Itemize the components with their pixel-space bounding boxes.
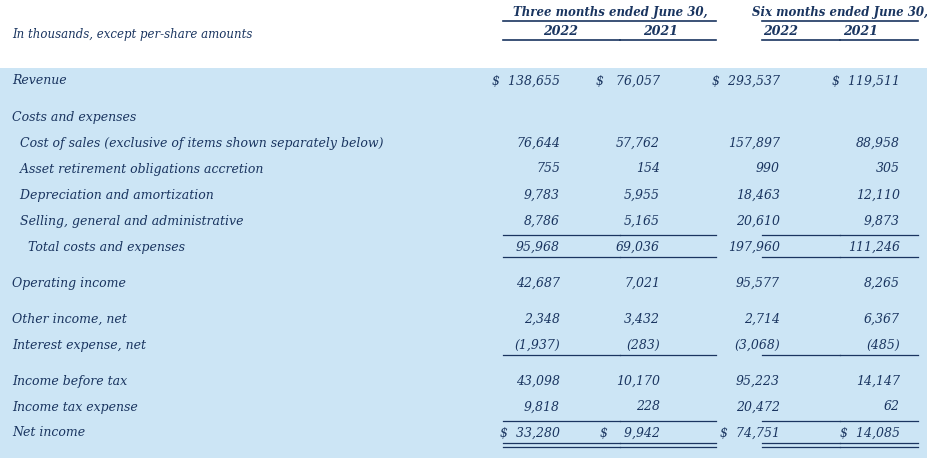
Text: 6,367: 6,367 [864,312,900,326]
Text: 62: 62 [884,400,900,414]
Text: Asset retirement obligations accretion: Asset retirement obligations accretion [12,163,263,175]
Text: 43,098: 43,098 [516,375,560,387]
Text: 7,021: 7,021 [624,277,660,289]
Text: 8,265: 8,265 [864,277,900,289]
Text: 157,897: 157,897 [728,136,780,149]
Text: 2,714: 2,714 [744,312,780,326]
Text: 9,783: 9,783 [524,189,560,202]
Text: Total costs and expenses: Total costs and expenses [12,240,185,253]
Bar [0,332,927,358]
Text: Costs and expenses: Costs and expenses [12,110,136,124]
Bar [0,306,927,332]
Text: 76,644: 76,644 [516,136,560,149]
Text: Cost of sales (exclusive of items shown separately below): Cost of sales (exclusive of items shown … [12,136,384,149]
Text: In thousands, except per-share amounts: In thousands, except per-share amounts [12,28,252,41]
Text: 20,472: 20,472 [736,400,780,414]
Bar [0,394,927,420]
Text: 3,432: 3,432 [624,312,660,326]
Text: 69,036: 69,036 [616,240,660,253]
Bar [0,368,927,394]
Text: $    9,942: $ 9,942 [600,426,660,440]
Text: 5,165: 5,165 [624,214,660,228]
Bar [0,0,927,68]
Text: 154: 154 [636,163,660,175]
Text: Interest expense, net: Interest expense, net [12,338,146,351]
Text: 57,762: 57,762 [616,136,660,149]
Bar [0,130,927,156]
Text: 9,818: 9,818 [524,400,560,414]
Text: 20,610: 20,610 [736,214,780,228]
Text: Other income, net: Other income, net [12,312,127,326]
Text: 95,577: 95,577 [736,277,780,289]
Text: Three months ended June 30,: Three months ended June 30, [513,6,707,19]
Text: Income tax expense: Income tax expense [12,400,138,414]
Text: $   76,057: $ 76,057 [596,75,660,87]
Text: Six months ended June 30,: Six months ended June 30, [752,6,927,19]
Bar [0,156,927,182]
Text: 95,968: 95,968 [516,240,560,253]
Text: 2021: 2021 [643,25,679,38]
Text: $  33,280: $ 33,280 [500,426,560,440]
Bar [0,68,927,458]
Text: (1,937): (1,937) [514,338,560,351]
Text: 14,147: 14,147 [856,375,900,387]
Bar [0,68,927,94]
Text: 12,110: 12,110 [856,189,900,202]
Text: $  14,085: $ 14,085 [840,426,900,440]
Text: 197,960: 197,960 [728,240,780,253]
Text: Depreciation and amortization: Depreciation and amortization [12,189,214,202]
Text: 2022: 2022 [543,25,578,38]
Text: Operating income: Operating income [12,277,126,289]
Text: 9,873: 9,873 [864,214,900,228]
Text: 18,463: 18,463 [736,189,780,202]
Text: 755: 755 [536,163,560,175]
Text: (3,068): (3,068) [734,338,780,351]
Text: Net income: Net income [12,426,85,440]
Text: 8,786: 8,786 [524,214,560,228]
Text: 228: 228 [636,400,660,414]
Text: 305: 305 [876,163,900,175]
Text: 5,955: 5,955 [624,189,660,202]
Text: Revenue: Revenue [12,75,67,87]
Text: 42,687: 42,687 [516,277,560,289]
Text: $  293,537: $ 293,537 [712,75,780,87]
Bar [0,182,927,208]
Text: Selling, general and administrative: Selling, general and administrative [12,214,244,228]
Text: (283): (283) [627,338,660,351]
Text: $  74,751: $ 74,751 [720,426,780,440]
Bar [0,104,927,130]
Text: 111,246: 111,246 [848,240,900,253]
Text: 2021: 2021 [844,25,879,38]
Text: Income before tax: Income before tax [12,375,127,387]
Bar [0,420,927,446]
Text: 95,223: 95,223 [736,375,780,387]
Text: $  138,655: $ 138,655 [492,75,560,87]
Text: 2022: 2022 [764,25,798,38]
Bar [0,270,927,296]
Text: 88,958: 88,958 [856,136,900,149]
Text: 10,170: 10,170 [616,375,660,387]
Text: $  119,511: $ 119,511 [832,75,900,87]
Text: 990: 990 [756,163,780,175]
Bar [0,234,927,260]
Bar [0,208,927,234]
Text: (485): (485) [866,338,900,351]
Text: 2,348: 2,348 [524,312,560,326]
